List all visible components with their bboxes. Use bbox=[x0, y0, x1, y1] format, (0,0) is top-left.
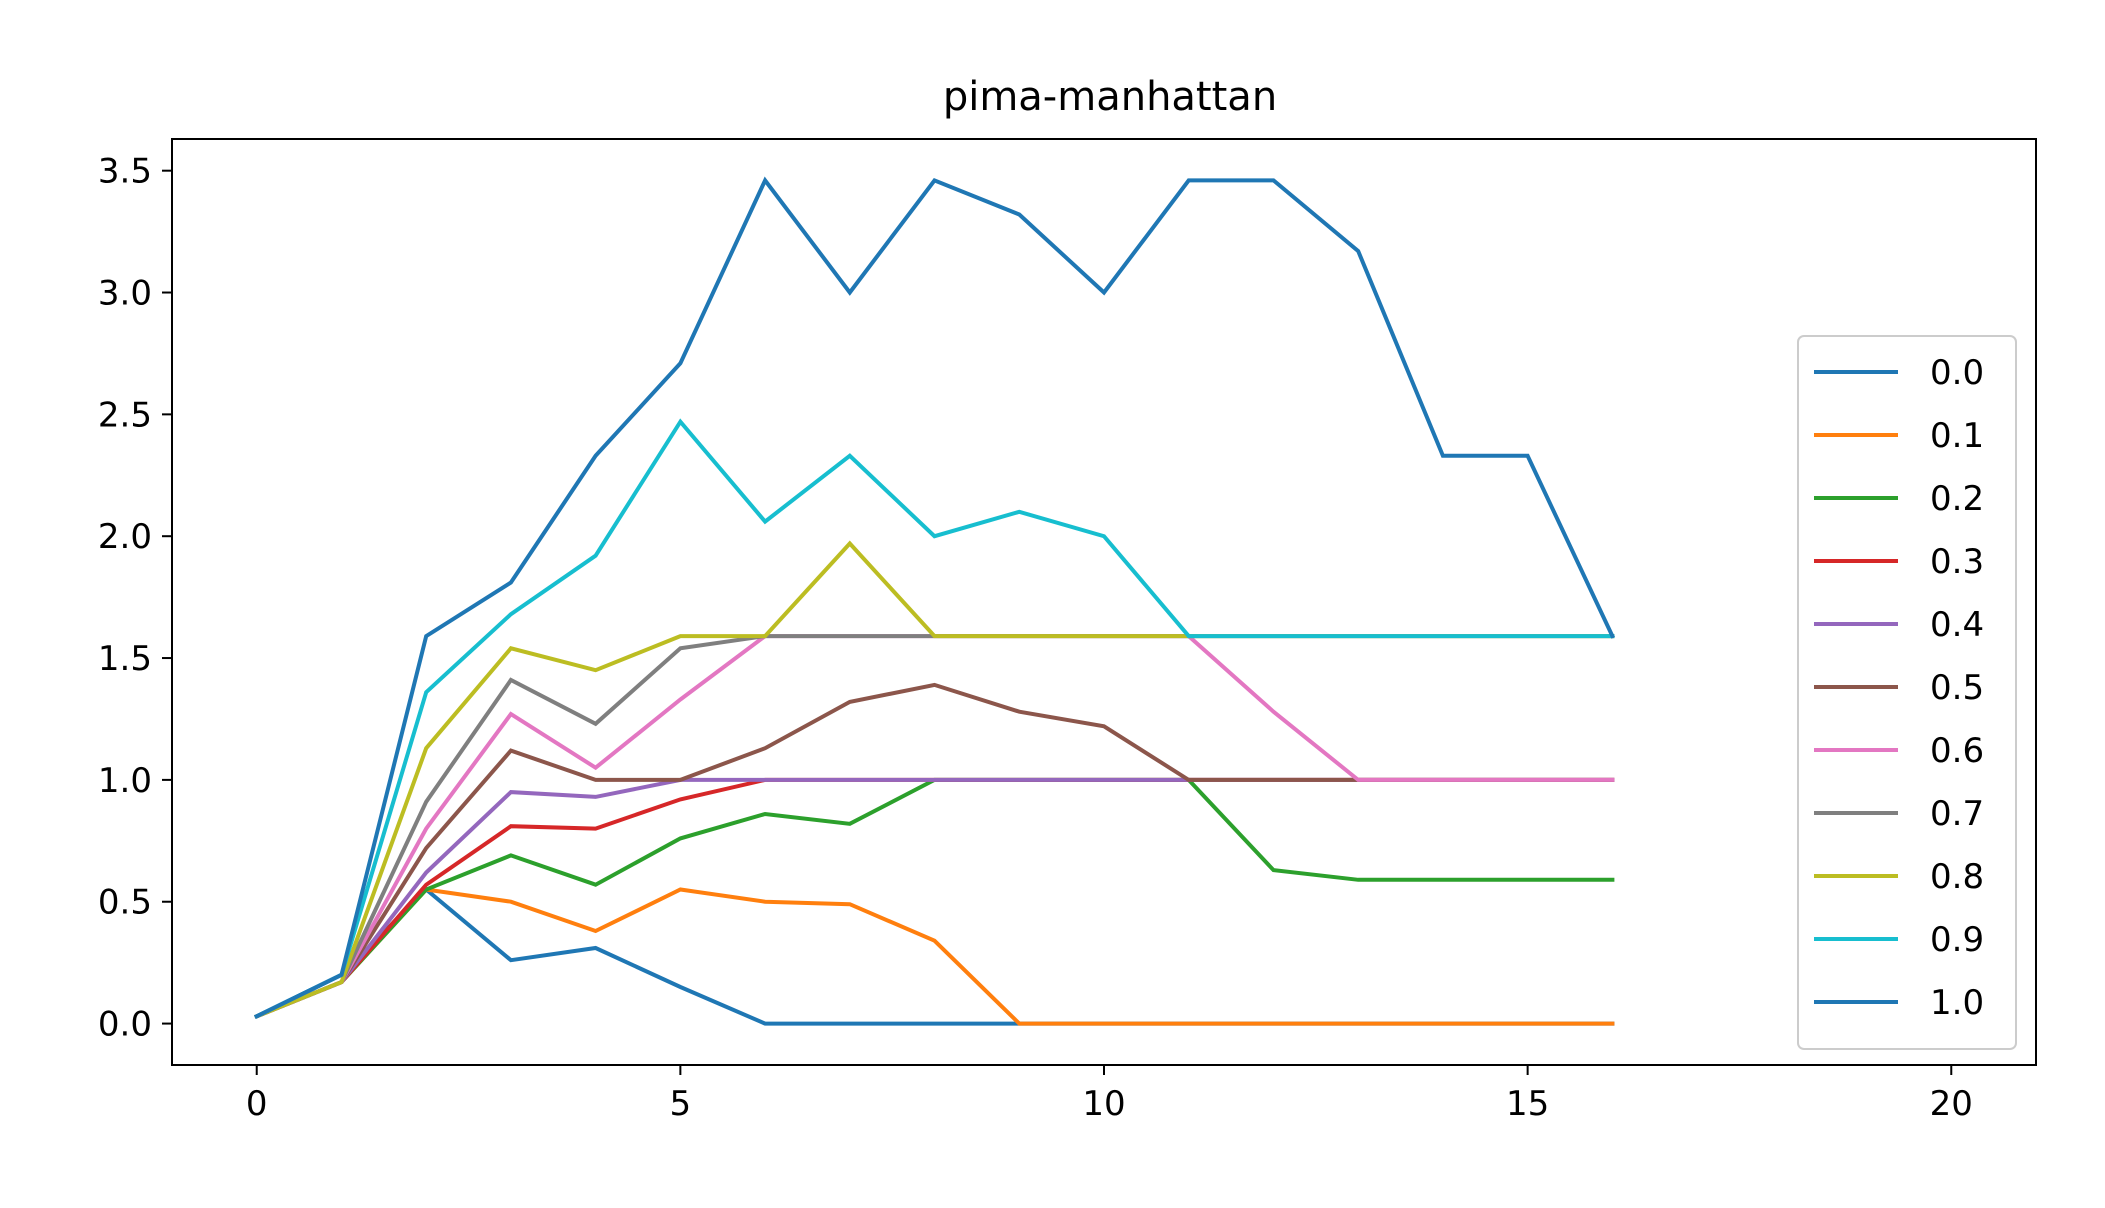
legend-label: 0.6 bbox=[1930, 731, 1984, 771]
series-layer bbox=[254, 176, 1616, 1026]
legend-label: 0.0 bbox=[1930, 353, 1984, 393]
x-tick-label: 0 bbox=[246, 1084, 268, 1124]
legend-label: 0.7 bbox=[1930, 794, 1984, 834]
y-tick-label: 1.5 bbox=[98, 639, 152, 679]
x-tick-label: 20 bbox=[1930, 1084, 1973, 1124]
legend-label: 0.1 bbox=[1930, 416, 1984, 456]
y-tick-label: 2.0 bbox=[98, 517, 152, 557]
legend-label: 0.5 bbox=[1930, 668, 1984, 708]
x-tick-label: 5 bbox=[670, 1084, 692, 1124]
series-line-1-0 bbox=[254, 176, 1616, 1019]
legend-label: 1.0 bbox=[1930, 983, 1984, 1023]
x-tick-label: 15 bbox=[1506, 1084, 1549, 1124]
x-tick-label: 10 bbox=[1082, 1084, 1125, 1124]
legend-label: 0.9 bbox=[1930, 920, 1984, 960]
legend-box bbox=[1797, 335, 2017, 1050]
y-tick-label: 1.0 bbox=[98, 761, 152, 801]
y-axis: 0.0 0.5 1.0 1.5 2.0 2.5 3.0 3.5 bbox=[98, 152, 172, 1045]
y-tick-label: 3.0 bbox=[98, 274, 152, 314]
legend-label: 0.3 bbox=[1930, 542, 1984, 582]
legend-label: 0.2 bbox=[1930, 479, 1984, 519]
y-tick-label: 2.5 bbox=[98, 395, 152, 435]
chart-title: pima-manhattan bbox=[943, 74, 1277, 120]
legend-label: 0.4 bbox=[1930, 605, 1984, 645]
legend-label: 0.8 bbox=[1930, 857, 1984, 897]
y-tick-label: 3.5 bbox=[98, 152, 152, 192]
y-tick-label: 0.0 bbox=[98, 1005, 152, 1045]
legend: 0.0 0.1 0.2 0.3 0.4 0.5 0.6 0.7 0.8 0.9 1.0 bbox=[1797, 335, 2017, 1050]
series-line-0-9 bbox=[254, 418, 1615, 1019]
y-tick-label: 0.5 bbox=[98, 883, 152, 923]
series-line-0-1 bbox=[254, 887, 1615, 1026]
x-axis: 0 5 10 15 20 bbox=[246, 1065, 1973, 1124]
